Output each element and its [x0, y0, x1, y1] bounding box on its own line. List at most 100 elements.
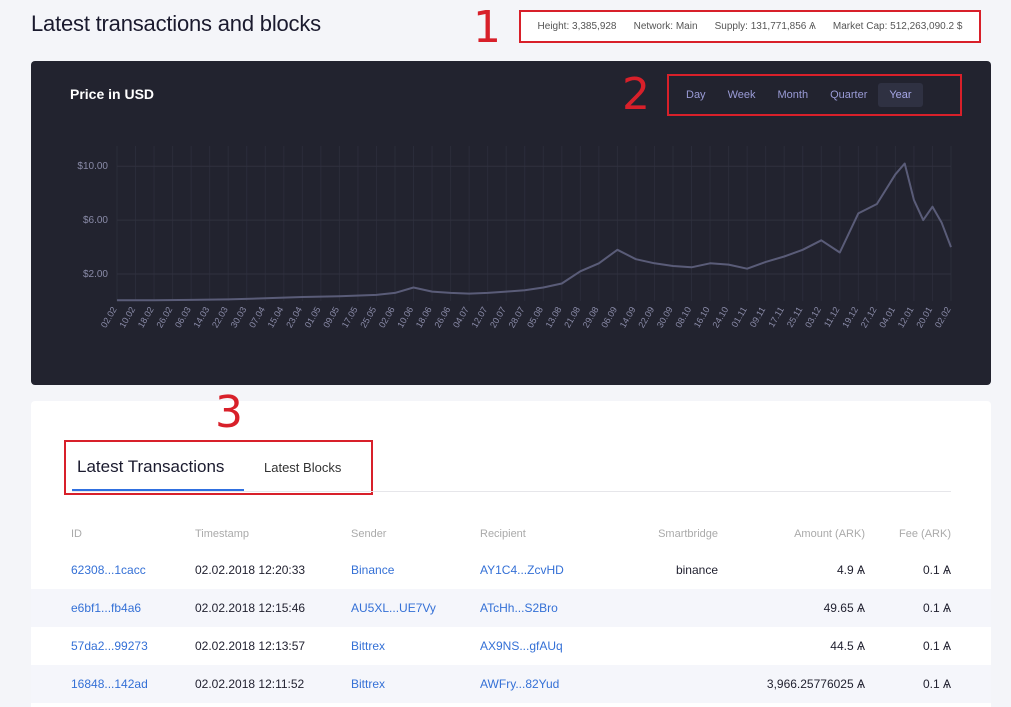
period-quarter-button[interactable]: Quarter — [830, 89, 868, 101]
tx-amount: 44.5 Ѧ — [830, 639, 865, 653]
x-tick-label: 22.09 — [636, 305, 656, 330]
table-header: ID Timestamp Sender Recipient Smartbridg… — [31, 528, 991, 544]
x-tick-label: 01.11 — [729, 305, 749, 329]
x-tick-label: 25.11 — [785, 305, 805, 329]
stat-market-cap: Market Cap: 512,263,090.2 $ — [832, 21, 963, 32]
x-tick-label: 02.02 — [933, 305, 953, 330]
tabs-divider — [72, 491, 951, 492]
period-month-button[interactable]: Month — [777, 89, 809, 101]
x-tick-label: 18.02 — [136, 305, 156, 330]
stat-supply: Supply: 131,771,856 Ѧ — [714, 21, 816, 32]
callout-number-3: 3 — [215, 387, 243, 438]
x-tick-label: 04.07 — [451, 305, 471, 330]
tx-id-link[interactable]: 62308...1cacc — [71, 563, 146, 577]
x-tick-label: 30.03 — [229, 305, 249, 330]
x-tick-label: 24.10 — [710, 305, 730, 330]
tx-id-link[interactable]: 57da2...99273 — [71, 639, 148, 653]
tx-fee: 0.1 Ѧ — [922, 677, 951, 691]
tx-recipient-link[interactable]: ATcHh...S2Bro — [480, 601, 558, 615]
x-tick-label: 21.08 — [562, 305, 582, 330]
x-tick-label: 11.12 — [822, 305, 842, 329]
x-tick-label: 14.03 — [191, 305, 211, 330]
x-tick-label: 02.02 — [99, 305, 119, 330]
x-tick-label: 08.10 — [673, 305, 693, 330]
tx-amount: 4.9 Ѧ — [836, 563, 865, 577]
x-tick-label: 26.02 — [154, 305, 174, 330]
x-tick-label: 26.06 — [432, 305, 452, 330]
network-stats-bar: Height: 3,385,928 Network: Main Supply: … — [519, 10, 981, 43]
header-sender: Sender — [351, 528, 387, 540]
header-timestamp: Timestamp — [195, 528, 249, 540]
tx-recipient-link[interactable]: AY1C4...ZcvHD — [480, 563, 564, 577]
table-row: e6bf1...fb4a6 02.02.2018 12:15:46 AU5XL.… — [31, 589, 991, 627]
x-tick-label: 04.01 — [877, 305, 897, 330]
tx-timestamp: 02.02.2018 12:20:33 — [195, 563, 306, 577]
x-tick-label: 13.08 — [544, 305, 564, 330]
stat-network: Network: Main — [633, 21, 698, 32]
x-tick-label: 10.02 — [117, 305, 137, 330]
x-tick-label: 17.11 — [766, 305, 786, 329]
period-year-button[interactable]: Year — [878, 83, 923, 107]
tx-sender-link[interactable]: Bittrex — [351, 677, 386, 691]
table-row: 16848...142ad 02.02.2018 12:11:52 Bittre… — [31, 665, 991, 703]
table-row: 57da2...99273 02.02.2018 12:13:57 Bittre… — [31, 627, 991, 665]
header-fee: Fee (ARK) — [899, 528, 951, 540]
x-tick-label: 09.11 — [748, 305, 768, 329]
tab-latest-blocks[interactable]: Latest Blocks — [264, 460, 342, 475]
tx-recipient-link[interactable]: AWFry...82Yud — [480, 677, 560, 691]
x-tick-label: 05.08 — [525, 305, 545, 330]
x-tick-label: 03.12 — [803, 305, 823, 330]
tx-id-link[interactable]: 16848...142ad — [71, 677, 148, 691]
tx-id-link[interactable]: e6bf1...fb4a6 — [71, 601, 142, 615]
price-series-line — [116, 162, 952, 302]
x-tick-label: 22.03 — [210, 305, 230, 330]
period-week-button[interactable]: Week — [727, 89, 756, 101]
price-chart-panel: $2.00 $6.00 $10.00 02.02 10.02 18.02 26.02 06.0… — [31, 61, 991, 385]
transactions-card: Latest Transactions Latest Blocks ID Tim… — [31, 401, 991, 707]
x-tick-label: 20.01 — [914, 305, 934, 330]
x-tick-label: 29.08 — [581, 305, 601, 330]
table-row: 62308...1cacc 02.02.2018 12:20:33 Binanc… — [31, 551, 991, 589]
period-selector: Day Week Month Quarter Year — [667, 74, 962, 116]
x-tick-label: 27.12 — [859, 305, 879, 330]
tx-fee: 0.1 Ѧ — [922, 563, 951, 577]
x-tick-label: 19.12 — [840, 305, 860, 330]
x-tick-label: 02.06 — [377, 305, 397, 330]
callout-number-2: 2 — [622, 69, 650, 120]
tx-timestamp: 02.02.2018 12:11:52 — [195, 677, 305, 691]
x-tick-label: 17.05 — [340, 305, 360, 330]
tx-timestamp: 02.02.2018 12:13:57 — [195, 639, 306, 653]
tx-recipient-link[interactable]: AX9NS...gfAUq — [480, 639, 563, 653]
x-tick-label: 28.07 — [507, 305, 527, 330]
callout-number-1: 1 — [473, 2, 501, 53]
x-tick-label: 01.05 — [303, 305, 323, 330]
x-tick-label: 06.03 — [173, 305, 193, 330]
tx-sender-link[interactable]: Bittrex — [351, 639, 386, 653]
x-tick-label: 20.07 — [488, 305, 508, 330]
x-tick-label: 06.09 — [599, 305, 619, 330]
header-amount: Amount (ARK) — [794, 528, 865, 540]
page-title: Latest transactions and blocks — [31, 11, 321, 36]
tx-sender-link[interactable]: Binance — [351, 563, 395, 577]
y-tick-label: $2.00 — [83, 269, 108, 280]
y-tick-label: $6.00 — [83, 215, 108, 226]
x-tick-label: 25.05 — [358, 305, 378, 330]
x-tick-label: 10.06 — [395, 305, 415, 330]
x-tick-label: 12.01 — [896, 305, 916, 330]
x-tick-label: 12.07 — [469, 305, 489, 330]
x-tick-label: 18.06 — [414, 305, 434, 330]
header-smartbridge: Smartbridge — [658, 528, 718, 540]
tx-timestamp: 02.02.2018 12:15:46 — [195, 601, 306, 615]
x-tick-label: 23.04 — [284, 305, 304, 330]
tx-sender-link[interactable]: AU5XL...UE7Vy — [351, 601, 436, 615]
x-tick-label: 30.09 — [655, 305, 675, 330]
tabs-highlight-box — [64, 440, 373, 495]
tx-amount: 49.65 Ѧ — [823, 601, 865, 615]
tab-latest-transactions[interactable]: Latest Transactions — [77, 457, 225, 476]
stat-height: Height: 3,385,928 — [537, 21, 617, 32]
period-day-button[interactable]: Day — [686, 89, 706, 101]
tx-fee: 0.1 Ѧ — [922, 601, 951, 615]
header-id: ID — [71, 528, 82, 540]
x-tick-label: 15.04 — [266, 305, 286, 330]
x-tick-label: 07.04 — [247, 305, 267, 330]
